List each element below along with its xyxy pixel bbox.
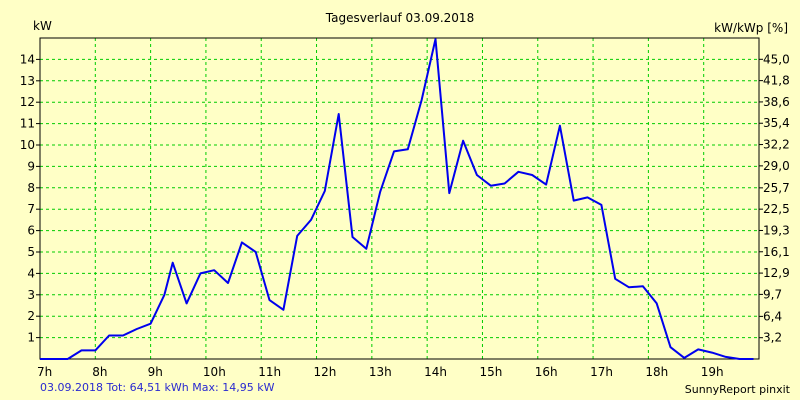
series-layer: [40, 38, 754, 360]
y2-tick-label: 12,9: [763, 266, 790, 280]
x-tick-label: 7h: [37, 365, 52, 379]
y2-tick-label: 9,7: [763, 287, 782, 301]
y2-tick-label: 6,4: [763, 309, 782, 323]
y-tick-label: 3: [27, 288, 35, 302]
y2-tick-label: 16,1: [763, 245, 790, 259]
x-tick-label: 10h: [203, 365, 226, 379]
y2-tick-label: 45,0: [763, 52, 790, 66]
plot-frame: [39, 37, 760, 360]
x-tick-label: 14h: [424, 365, 447, 379]
y-axis-label: kW: [33, 19, 52, 33]
y2-tick-label: 25,7: [763, 181, 790, 195]
y2-tick-label: 41,8: [763, 74, 790, 88]
axis-ticks: [36, 58, 763, 339]
x-tick-label: 19h: [701, 365, 724, 379]
x-tick-label: 8h: [92, 365, 107, 379]
y-tick-label: 14: [20, 52, 35, 66]
x-tick-label: 17h: [590, 365, 613, 379]
x-tick-label: 11h: [258, 365, 281, 379]
y-tick-label: 10: [20, 138, 35, 152]
x-tick-label: 13h: [369, 365, 392, 379]
y-tick-label: 4: [27, 266, 35, 280]
y2-tick-label: 19,3: [763, 223, 790, 237]
y-tick-label: 7: [27, 202, 35, 216]
grid: [40, 38, 759, 359]
y-tick-label: 11: [20, 117, 35, 131]
y-tick-label: 12: [20, 95, 35, 109]
y-tick-label: 5: [27, 245, 35, 259]
axis-tick-labels: 7h 8h 9h 10h 11h 12h 13h 14h 15h 16h 17h 18h 19h1234…: [20, 52, 790, 379]
y2-tick-label: 22,5: [763, 202, 790, 216]
y2-tick-label: 29,0: [763, 159, 790, 173]
y2-tick-label: 35,4: [763, 116, 790, 130]
y-tick-label: 8: [27, 181, 35, 195]
y-tick-label: 6: [27, 224, 35, 238]
y-tick-label: 9: [27, 159, 35, 173]
x-tick-label: 18h: [645, 365, 668, 379]
y2-tick-label: 3,2: [763, 331, 782, 345]
x-tick-label: 9h: [148, 365, 163, 379]
series-line: [40, 38, 754, 360]
y2-axis-label: kW/kWp [%]: [714, 21, 788, 35]
y2-tick-label: 32,2: [763, 138, 790, 152]
y-tick-label: 1: [27, 331, 35, 345]
footer-brand: SunnyReport pinxit: [684, 383, 790, 396]
footer-summary: 03.09.2018 Tot: 64,51 kWh Max: 14,95 kW: [40, 381, 275, 394]
x-tick-label: 16h: [535, 365, 558, 379]
x-tick-label: 12h: [314, 365, 337, 379]
x-tick-label: 15h: [479, 365, 502, 379]
y-tick-label: 13: [20, 74, 35, 88]
chart-title: Tagesverlauf 03.09.2018: [325, 11, 475, 25]
y-tick-label: 2: [27, 309, 35, 323]
y2-tick-label: 38,6: [763, 95, 790, 109]
